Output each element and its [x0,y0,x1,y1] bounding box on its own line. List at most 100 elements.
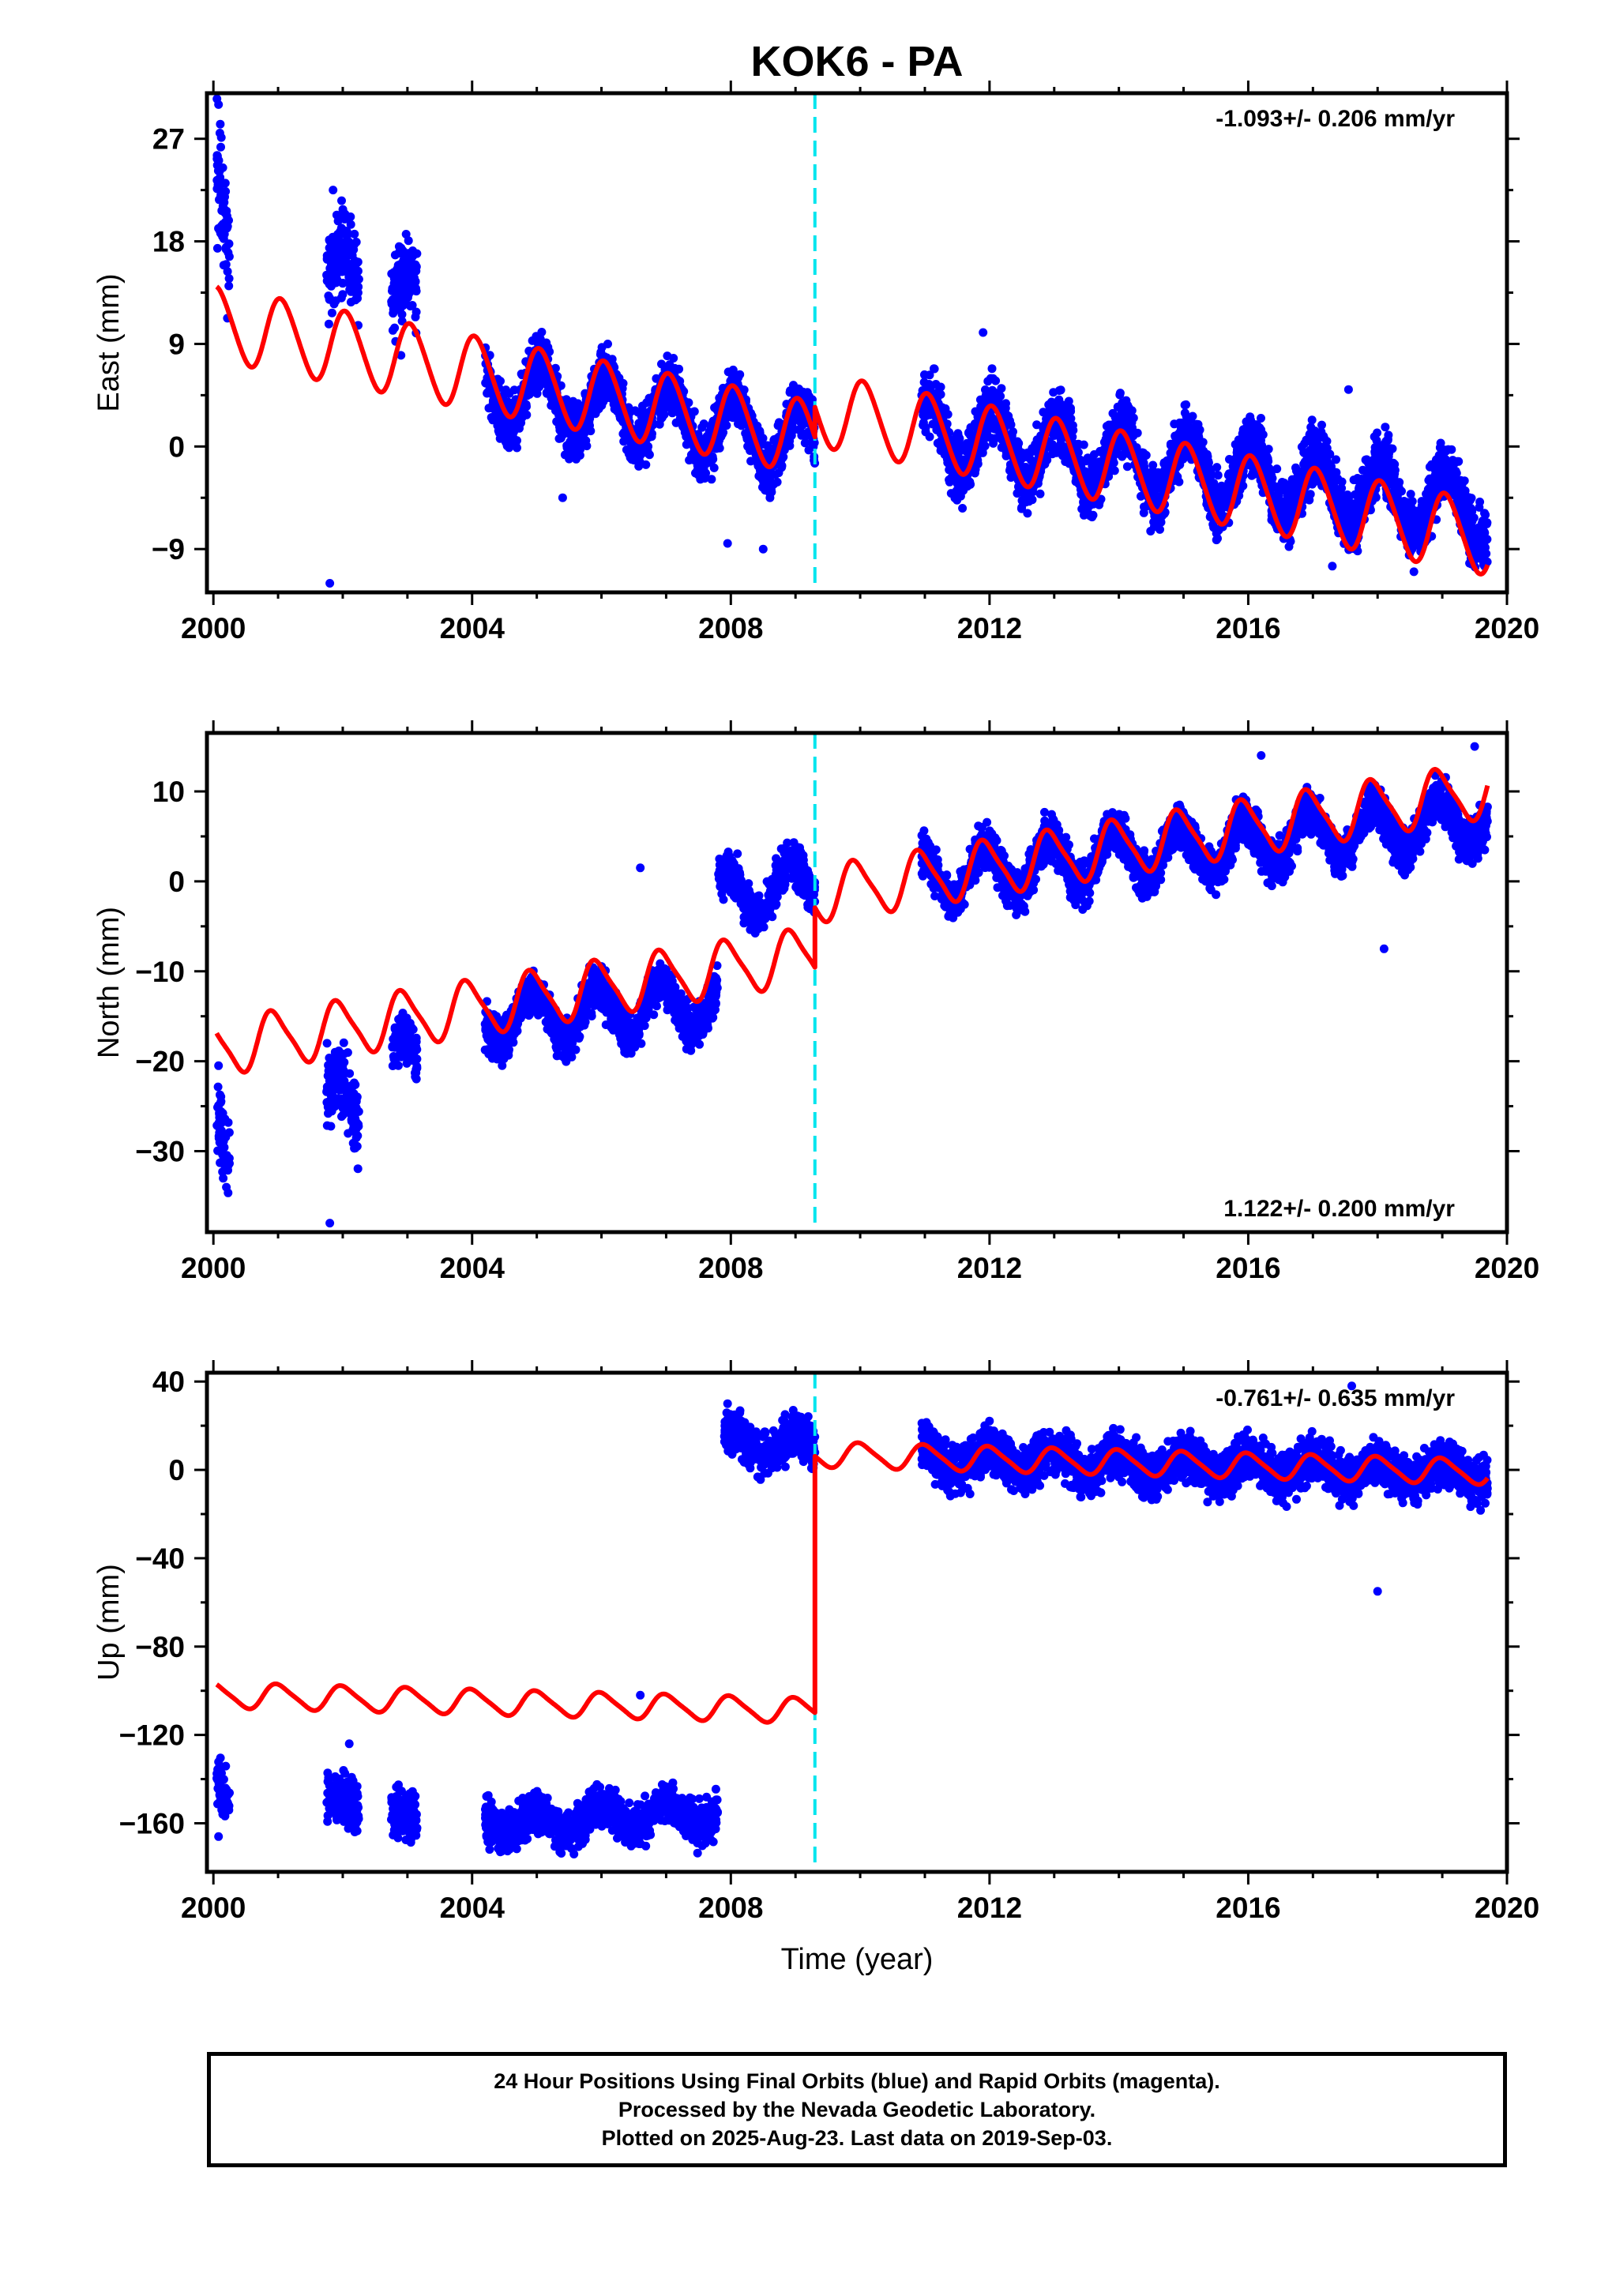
data-point [551,406,560,415]
data-point [638,402,647,411]
data-point [1088,513,1096,521]
data-point [1447,445,1456,454]
data-point [1061,457,1069,466]
data-point [566,447,574,456]
data-point [216,1098,225,1107]
data-point [755,427,764,435]
data-point [1167,441,1176,449]
data-point [1467,507,1476,516]
data-point [707,475,716,483]
data-point [1065,408,1074,417]
data-point [351,289,360,298]
data-point-outlier [558,494,567,502]
data-point [225,1128,234,1137]
data-point [1199,447,1208,456]
x-axis-label: Time (year) [781,1943,934,1976]
data-point [1016,487,1024,495]
data-point [992,389,1001,398]
data-point [767,485,776,494]
data-point-outlier [222,1183,231,1192]
data-point [336,213,345,222]
data-point [771,470,780,479]
data-point [596,348,605,356]
data-point [1445,460,1453,468]
data-point [488,415,497,424]
data-point [1123,462,1132,471]
data-point [1118,410,1127,419]
data-point-outlier [214,1062,223,1070]
data-point [1148,482,1156,490]
data-point [1001,399,1010,408]
data-point [1370,433,1379,442]
data-point [1031,440,1039,449]
data-point [538,373,547,381]
data-point-outlier [979,329,987,337]
data-point [667,405,676,414]
data-point-outlier [325,579,334,588]
data-point [634,462,643,471]
x-tick-label: 2020 [1475,612,1539,644]
plot-frame [207,93,1507,592]
data-point [216,143,225,152]
data-point [344,270,353,279]
data-point [1024,453,1033,461]
data-point [1032,420,1041,429]
data-point [1479,542,1487,551]
data-point [960,455,969,464]
data-point [1020,463,1029,472]
data-point [1255,442,1264,451]
data-point [223,224,231,232]
data-point [719,428,727,437]
data-point [340,249,349,257]
data-point [332,296,340,305]
data-point [323,276,332,285]
data-point [1340,515,1349,524]
data-point [665,381,674,390]
data-point [327,264,336,272]
data-point [1291,479,1300,487]
data-point [1175,419,1184,427]
x-tick-label: 2008 [698,612,763,644]
data-point [390,324,399,333]
data-point [1426,463,1434,472]
data-point [988,364,997,373]
data-point [341,239,350,247]
data-point [983,377,992,385]
data-point [919,421,927,430]
data-point [505,389,513,398]
data-point [1317,421,1326,430]
data-point [1315,451,1324,460]
data-point [1259,430,1268,439]
data-point [1242,423,1251,432]
data-point [220,261,228,269]
data-point [327,251,336,260]
data-points-north [212,742,1492,1228]
data-point [1381,423,1389,431]
data-point [798,421,806,430]
data-point [1458,505,1467,513]
data-point-outlier [759,545,768,554]
data-point [600,383,609,392]
data-point [926,433,934,442]
data-point [572,455,581,464]
data-point [1212,529,1221,538]
data-point [397,247,406,256]
data-point [797,431,806,440]
data-point [496,377,505,385]
data-point [1363,478,1372,487]
data-point [339,279,348,287]
data-point [959,487,968,495]
data-point [1310,430,1319,438]
data-point [1118,418,1126,427]
data-point [1257,414,1265,423]
data-point [765,494,774,502]
data-point [989,439,998,448]
data-point [1023,509,1031,517]
data-point [724,410,733,419]
y-tick-label: 9 [168,328,185,360]
data-point [956,443,965,452]
y-tick-label: 0 [168,430,185,463]
data-point [1146,473,1155,482]
